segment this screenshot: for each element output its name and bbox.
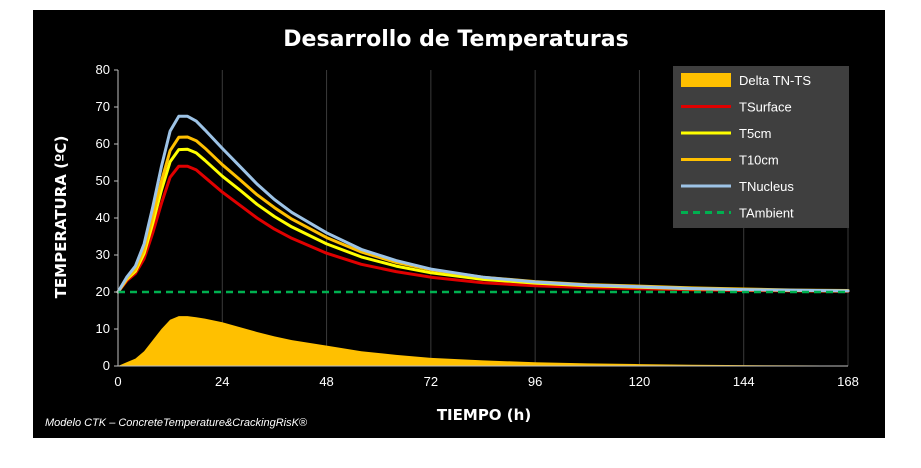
legend-swatch (681, 73, 731, 87)
series-line-tnucleus (116, 114, 850, 294)
y-tick-label: 30 (96, 247, 110, 262)
legend: Delta TN-TS TSurface T5cm T10cm TNucleus TAmb… (673, 66, 849, 228)
series-line-tsurface (116, 164, 850, 294)
x-axis-title: TIEMPO (h) (437, 406, 531, 424)
y-axis-title: TEMPERATURA (ºC) (52, 136, 70, 299)
x-tick-label: 0 (114, 374, 121, 389)
y-tick-label: 40 (96, 210, 110, 225)
axis-layer: 0 24 48 72 96 120 144 168 0 10 20 30 40 50 60 70 80 (96, 62, 859, 389)
x-tick-label: 24 (215, 374, 229, 389)
y-tick-label: 80 (96, 62, 110, 77)
y-tick-label: 50 (96, 173, 110, 188)
legend-label: TNucleus (739, 179, 794, 194)
area-layer (118, 316, 848, 366)
x-tick-label: 144 (733, 374, 755, 389)
x-tick-label: 96 (528, 374, 542, 389)
x-tick-label: 72 (424, 374, 438, 389)
x-tick-label: 168 (837, 374, 859, 389)
model-credit: Modelo CTK – ConcreteTemperature&Crackin… (45, 417, 308, 429)
y-tick-label: 70 (96, 99, 110, 114)
legend-label: T5cm (739, 126, 772, 141)
line-layer (116, 114, 850, 294)
x-tick-label: 48 (319, 374, 333, 389)
y-tick-label: 0 (103, 358, 110, 373)
legend-label: TSurface (739, 100, 792, 115)
y-tick-label: 60 (96, 136, 110, 151)
legend-label: Delta TN-TS (739, 73, 811, 88)
y-tick-label: 10 (96, 321, 110, 336)
chart-title: Desarrollo de Temperaturas (283, 27, 628, 52)
legend-label: T10cm (739, 153, 779, 168)
series-area-delta-tn-ts (118, 316, 848, 366)
legend-label: TAmbient (739, 206, 794, 221)
x-tick-label: 120 (629, 374, 651, 389)
legend-box (673, 66, 849, 228)
y-tick-label: 20 (96, 284, 110, 299)
